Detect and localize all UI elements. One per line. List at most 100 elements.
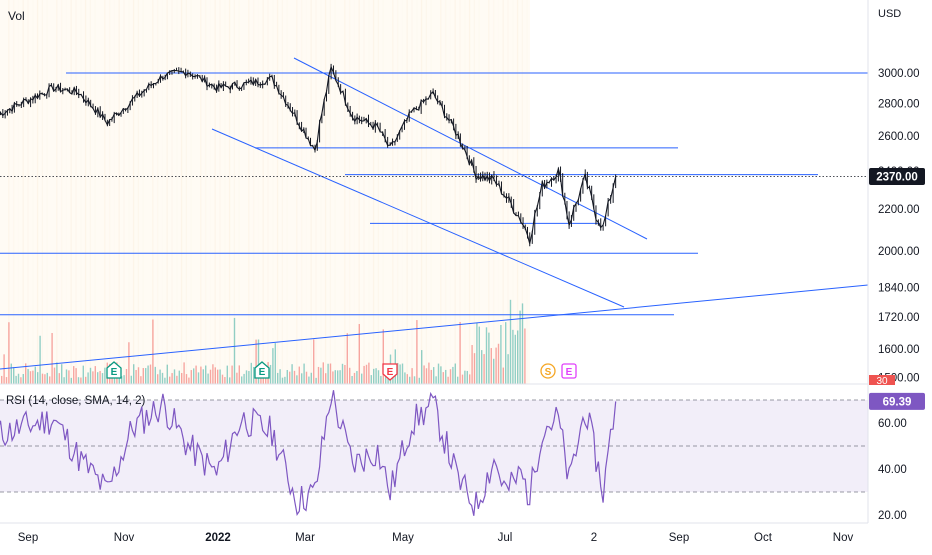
volume-bar xyxy=(409,376,411,384)
volume-bar xyxy=(373,368,375,384)
volume-bar xyxy=(17,373,20,384)
volume-bar xyxy=(39,335,41,384)
volume-bar xyxy=(202,369,204,384)
volume-bar xyxy=(32,370,34,384)
time-tick-label: Sep xyxy=(669,532,689,544)
volume-bar xyxy=(356,371,358,384)
rsi-pane: 60.00 40.00 20.00 xyxy=(0,390,907,522)
volume-bar xyxy=(461,374,464,384)
volume-bar xyxy=(397,363,399,384)
volume-bar xyxy=(370,375,372,384)
drawn-trendlines[interactable] xyxy=(0,57,869,370)
volume-bar xyxy=(337,370,339,384)
volume-bar xyxy=(327,363,329,384)
volume-bar xyxy=(193,368,195,384)
volume-bar xyxy=(488,332,490,384)
rsi-indicator-label[interactable]: RSI (14, close, SMA, 14, 2) xyxy=(6,395,146,407)
volume-bar xyxy=(46,372,48,384)
volume-bar xyxy=(512,329,514,384)
earnings-event-icon[interactable]: E xyxy=(106,361,122,379)
event-glyph: E xyxy=(387,367,394,378)
volume-bar xyxy=(437,363,440,384)
volume-bar xyxy=(433,367,435,384)
earnings-negative-event-icon[interactable]: E xyxy=(382,363,398,381)
volume-bar xyxy=(416,320,418,384)
volume-bar xyxy=(500,324,502,384)
price-scale[interactable]: 3000.002800.002600.002400.002200.002000.… xyxy=(878,68,920,384)
volume-bar xyxy=(104,367,106,384)
volume-bar xyxy=(185,374,188,384)
split-marker-shape xyxy=(540,363,556,379)
volume-bar xyxy=(161,372,164,384)
channel-upper-line[interactable] xyxy=(293,57,648,240)
time-tick-label: Oct xyxy=(754,532,773,544)
volume-bar xyxy=(293,370,296,384)
volume-bar xyxy=(339,370,341,384)
volume-bar xyxy=(315,377,317,384)
volume-bar xyxy=(289,371,291,384)
volume-bar xyxy=(274,343,276,384)
volume-bar xyxy=(257,339,260,384)
volume-bar xyxy=(524,328,526,384)
dividend-event-icon[interactable]: E xyxy=(561,363,577,379)
event-glyph: E xyxy=(566,367,573,378)
volume-bar xyxy=(173,369,176,384)
event-glyph: E xyxy=(259,367,266,378)
volume-bar xyxy=(145,368,147,384)
price-tick-label: 2200.00 xyxy=(878,204,920,216)
volume-bar xyxy=(149,364,152,384)
volume-bar xyxy=(51,333,53,384)
volume-bar xyxy=(483,354,485,384)
volume-bar xyxy=(63,377,65,384)
volume-bar xyxy=(329,363,332,384)
volume-bar xyxy=(281,377,284,384)
volume-bar xyxy=(344,365,346,384)
volume-bar xyxy=(169,376,171,384)
volume-bar xyxy=(176,375,178,384)
hidden-price-tag: 30 xyxy=(869,375,895,387)
channel-lower-line[interactable] xyxy=(211,128,625,308)
volume-bar xyxy=(231,365,233,384)
price-tick-label: 1840.00 xyxy=(878,283,920,295)
volume-bar xyxy=(425,368,428,384)
volume-bar xyxy=(49,376,51,384)
rising-support-line[interactable] xyxy=(0,284,869,370)
volume-bar xyxy=(430,369,432,384)
volume-bar xyxy=(505,322,507,384)
volume-bar xyxy=(219,369,221,384)
volume-bar xyxy=(341,363,344,384)
volume-bar xyxy=(133,364,135,384)
volume-bar xyxy=(233,317,236,384)
time-tick-label: Jul xyxy=(498,532,513,544)
volume-bar xyxy=(399,364,401,384)
rsi-current-value: 69.39 xyxy=(883,396,912,408)
volume-bar xyxy=(20,377,22,384)
volume-bar xyxy=(469,374,471,384)
volume-bar xyxy=(322,362,324,384)
volume-bar xyxy=(404,372,406,384)
volume-bar xyxy=(238,365,240,384)
volume-bar xyxy=(418,377,420,384)
volume-bar xyxy=(209,369,212,384)
volume-bar xyxy=(188,377,190,384)
volume-bar xyxy=(157,374,159,384)
volume-bar xyxy=(118,376,120,384)
split-event-icon[interactable]: S xyxy=(540,363,556,379)
time-tick-label: Mar xyxy=(295,532,315,544)
rsi-line xyxy=(0,390,617,516)
volume-bar xyxy=(262,373,264,384)
volume-bar xyxy=(183,362,185,384)
volume-bar xyxy=(135,370,137,384)
time-axis[interactable]: Sep Nov 2022 Mar May Jul 2 Sep Oct Nov xyxy=(18,532,854,544)
volume-bar xyxy=(519,310,521,384)
volume-bar xyxy=(128,342,130,384)
volume-bar xyxy=(332,371,334,384)
volume-bar xyxy=(166,364,168,384)
volume-bar xyxy=(56,362,58,384)
volume-bar xyxy=(442,372,444,384)
earnings-event-icon[interactable]: E xyxy=(254,361,270,379)
volume-bar xyxy=(171,373,173,384)
